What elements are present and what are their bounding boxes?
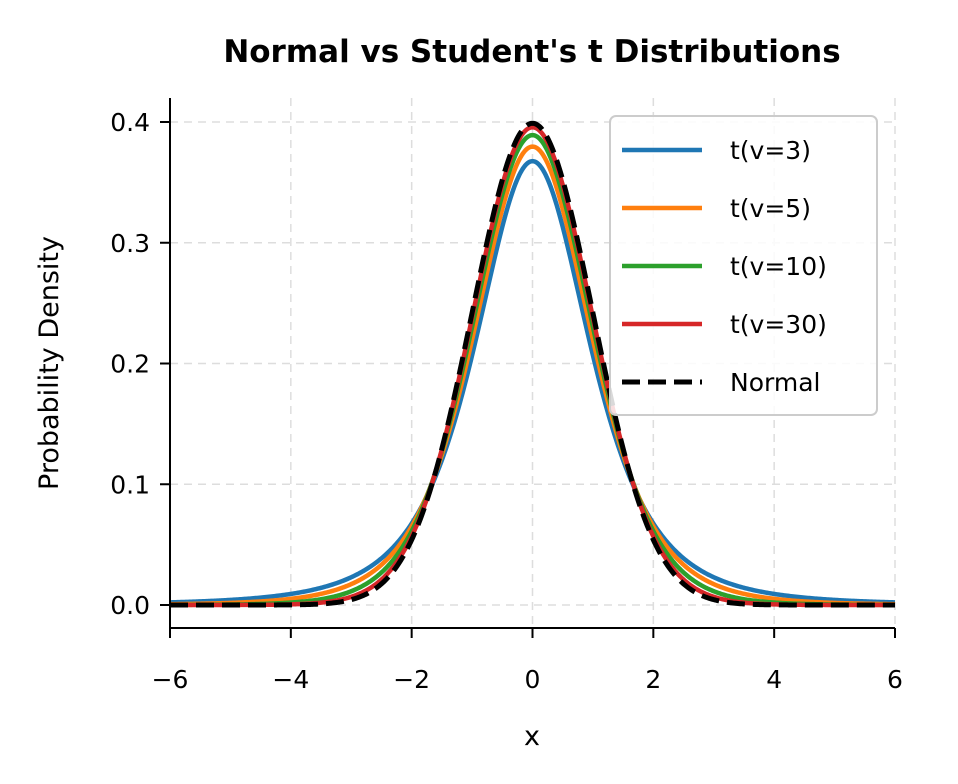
y-tick-label: 0.4 — [110, 108, 150, 137]
chart-title: Normal vs Student's t Distributions — [223, 34, 840, 70]
x-axis-label: x — [524, 721, 540, 752]
y-axis-label: Probability Density — [34, 236, 65, 490]
legend: t(v=3) t(v=5) t(v=10) t(v=30) Normal — [609, 115, 878, 416]
x-tick-label: 6 — [887, 665, 903, 694]
legend-label: t(v=5) — [730, 194, 811, 223]
series-line-t-v-5- — [169, 144, 896, 607]
ticks: −6 −4 −2 0 2 4 6 0.0 0.1 0.2 0.3 0.4 — [110, 108, 903, 694]
x-tick-label: −2 — [393, 665, 430, 694]
series-line-normal — [170, 120, 895, 608]
series-line-t-v-3- — [169, 158, 896, 605]
y-tick-label: 0.2 — [110, 350, 150, 379]
legend-label: Normal — [730, 368, 820, 397]
x-tick-label: 4 — [766, 665, 782, 694]
legend-label: t(v=30) — [730, 310, 827, 339]
x-tick-label: 2 — [645, 665, 661, 694]
y-tick-label: 0.0 — [110, 591, 150, 620]
y-tick-label: 0.1 — [110, 470, 150, 499]
legend-label: t(v=3) — [730, 136, 811, 165]
legend-label: t(v=10) — [730, 252, 827, 281]
x-tick-label: −4 — [272, 665, 309, 694]
y-tick-label: 0.3 — [110, 229, 150, 258]
legend-box — [609, 115, 878, 416]
series-lines — [169, 120, 896, 608]
x-tick-label: −6 — [152, 665, 189, 694]
x-tick-label: 0 — [525, 665, 541, 694]
